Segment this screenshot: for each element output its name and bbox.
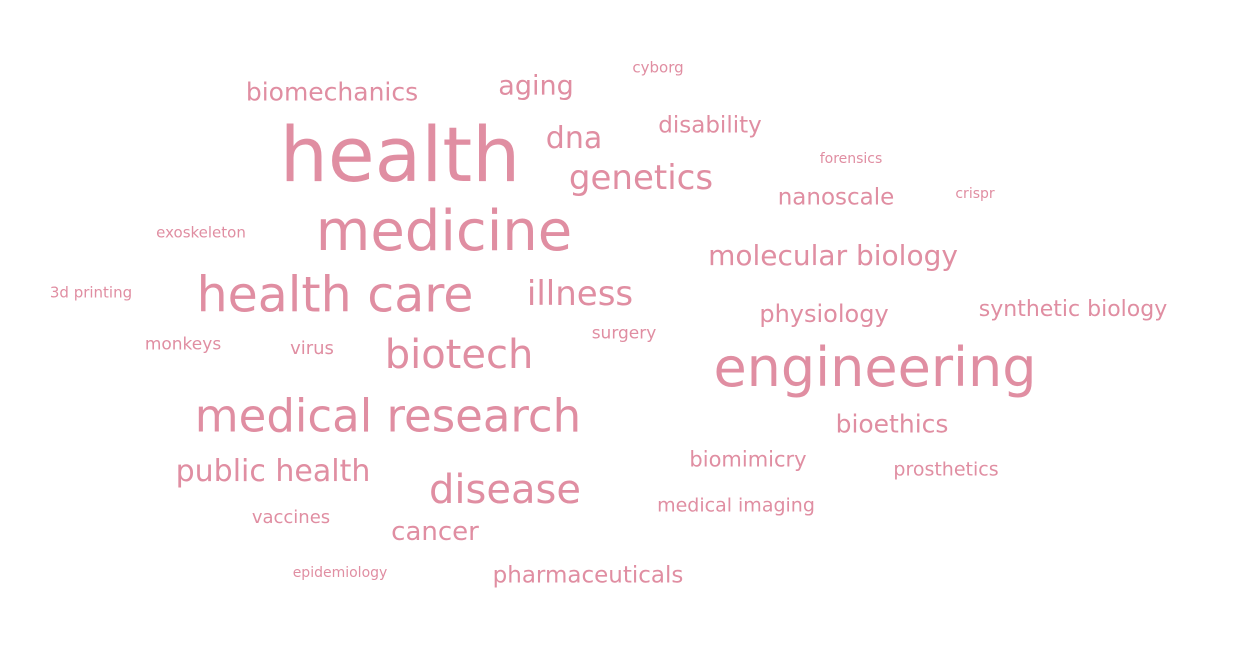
word-physiology: physiology (759, 300, 889, 328)
word-molecular-biology: molecular biology (708, 239, 958, 272)
word-surgery: surgery (591, 323, 657, 344)
word-disease: disease (429, 467, 581, 513)
word-illness: illness (526, 274, 634, 314)
word-cancer: cancer (391, 517, 479, 547)
word-crispr: crispr (955, 186, 995, 202)
word-medicine: medicine (315, 199, 573, 264)
word-bioethics: bioethics (835, 409, 949, 439)
word-biomechanics: biomechanics (245, 77, 419, 107)
word-public-health: public health (175, 454, 371, 489)
word-cyborg: cyborg (632, 58, 684, 77)
word-medical-research: medical research (194, 389, 582, 443)
word-dna: dna (545, 121, 603, 156)
word-prosthetics: prosthetics (893, 458, 999, 481)
word-nanoscale: nanoscale (777, 184, 895, 211)
word-aging: aging (498, 70, 574, 102)
word-genetics: genetics (568, 158, 714, 198)
word-disability: disability (658, 112, 762, 139)
word-synthetic-biology: synthetic biology (978, 297, 1168, 322)
word-biotech: biotech (384, 332, 534, 378)
word-health-care: health care (196, 266, 474, 324)
word-epidemiology: epidemiology (292, 565, 388, 581)
word-vaccines: vaccines (251, 507, 331, 528)
word-biomimicry: biomimicry (689, 447, 807, 472)
word-exoskeleton: exoskeleton (156, 223, 246, 242)
word-engineering: engineering (713, 336, 1037, 399)
word-3d-printing: 3d printing (49, 283, 133, 302)
word-virus: virus (290, 338, 334, 359)
word-health: health (279, 110, 521, 199)
word-medical-imaging: medical imaging (657, 494, 815, 517)
word-monkeys: monkeys (144, 334, 222, 355)
word-pharmaceuticals: pharmaceuticals (492, 562, 684, 589)
word-forensics: forensics (819, 151, 883, 167)
